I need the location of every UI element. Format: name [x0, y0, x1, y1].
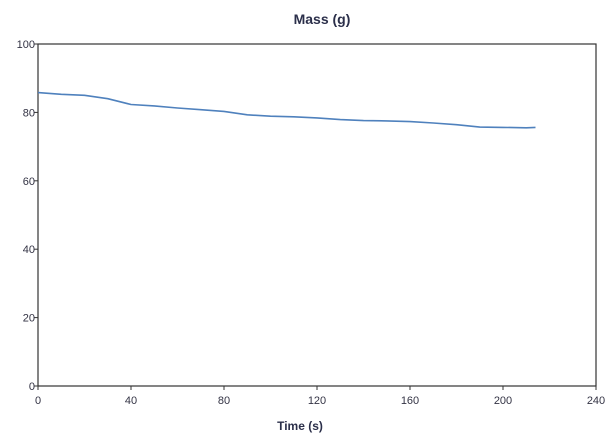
y-tick-label: 80	[23, 107, 35, 119]
y-tick-label: 60	[23, 176, 35, 188]
y-tick-label: 20	[23, 313, 35, 325]
y-axis-ticks: 0 20 40 60 80 100	[17, 39, 38, 393]
x-axis-label: Time (s)	[277, 419, 323, 433]
y-tick-label: 0	[29, 381, 35, 393]
x-tick-label: 80	[218, 395, 230, 407]
chart-title: Mass (g)	[294, 11, 351, 27]
y-tick-label: 40	[23, 244, 35, 256]
y-tick-label: 100	[17, 39, 35, 51]
x-tick-label: 120	[308, 395, 326, 407]
x-tick-label: 240	[587, 395, 605, 407]
x-tick-label: 0	[35, 395, 41, 407]
x-axis-ticks: 0 40 80 120 160 200 240	[35, 386, 605, 407]
x-tick-label: 40	[125, 395, 137, 407]
x-tick-label: 200	[494, 395, 512, 407]
series-layer	[37, 91, 536, 129]
mass-series-line	[37, 91, 536, 129]
x-tick-label: 160	[401, 395, 419, 407]
plot-area-frame	[37, 43, 597, 387]
